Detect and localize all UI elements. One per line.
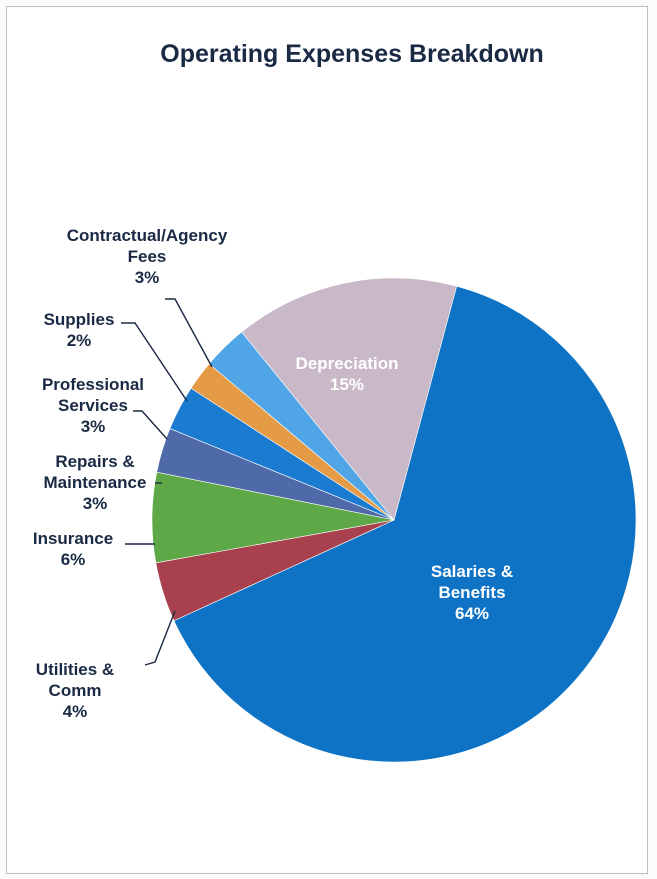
slice-name-label: Salaries & [431, 562, 513, 581]
leader-lines [121, 298, 213, 666]
slice-name-label: Repairs & [55, 452, 134, 471]
slice-value-label: 3% [81, 417, 106, 436]
slice-name-label: Contractual/Agency [67, 226, 228, 245]
slice-name-label: Utilities & [36, 660, 114, 679]
slice-name-label: Depreciation [296, 354, 399, 373]
chart-title: Operating Expenses Breakdown [160, 40, 543, 68]
slice-name-label: Benefits [438, 583, 505, 602]
pie-slice-depreciation [241, 277, 457, 521]
pie-slices [151, 277, 637, 763]
slice-value-label: 3% [135, 268, 160, 287]
slice-value-label: 6% [61, 550, 86, 569]
slice-name-label: Services [58, 396, 128, 415]
slice-value-label: 15% [330, 375, 364, 394]
slice-label: Professional Services 3% [42, 375, 144, 436]
slice-label: Salaries & Benefits 64% [431, 562, 513, 623]
slice-value-label: 2% [67, 331, 92, 350]
slice-name-label: Maintenance [44, 473, 147, 492]
slice-value-label: 64% [455, 604, 489, 623]
slice-value-label: 3% [83, 494, 108, 513]
slice-label: Contractual/Agency Fees 3% [67, 226, 228, 287]
slice-name-label: Comm [49, 681, 102, 700]
slice-name-label: Professional [42, 375, 144, 394]
leader-line [121, 322, 188, 402]
pie-chart: Operating Expenses Breakdown Salaries & B… [33, 40, 637, 763]
slice-name-label: Supplies [44, 310, 115, 329]
pie-slice-salaries-benefits [173, 285, 637, 763]
slice-name-label: Insurance [33, 529, 113, 548]
slice-label: Repairs & Maintenance 3% [44, 452, 147, 513]
leader-line [165, 298, 213, 368]
slice-label: Depreciation 15% [296, 354, 399, 394]
slice-label: Supplies 2% [44, 310, 115, 350]
leader-line [133, 410, 168, 440]
slice-label: Insurance 6% [33, 529, 113, 569]
slice-name-label: Fees [128, 247, 167, 266]
slice-labels: Salaries & Benefits 64% Utilities & Comm 4% In… [33, 226, 513, 721]
chart-frame: Operating Expenses Breakdown Salaries & B… [6, 6, 648, 874]
slice-label: Utilities & Comm 4% [36, 660, 114, 721]
slice-value-label: 4% [63, 702, 88, 721]
leader-line [144, 610, 176, 666]
